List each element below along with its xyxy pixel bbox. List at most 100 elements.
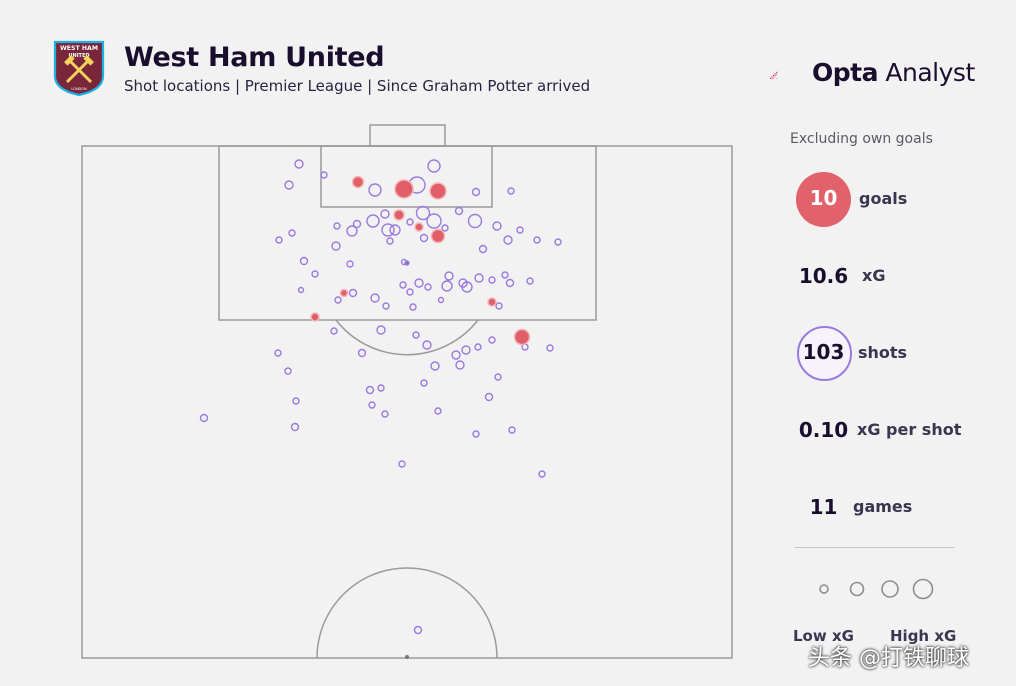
shot-point [370,293,380,303]
shot-point [467,213,483,229]
xg-per-shot-value: 0.10 [798,418,849,442]
shot-point [427,159,441,173]
shots-circle [797,326,852,381]
shot-point [546,344,554,352]
games-value: 11 [809,495,838,519]
shot-point [404,260,410,266]
shot-point [415,205,431,221]
shot-point [533,236,541,244]
shot-point [333,222,341,230]
shot-point [503,235,513,245]
shot-point [406,218,414,226]
xg-value: 10.6 [798,264,849,288]
shot-point [494,373,502,381]
shot-point [474,343,482,351]
goal-point [487,297,497,307]
shot-point [320,171,328,179]
shot-point [444,271,454,281]
legend-size-2 [849,581,865,597]
goal-point [513,328,531,346]
shot-point [461,281,473,293]
shot-point [406,288,414,296]
goal-point [310,312,320,322]
centre-spot [405,655,409,659]
goals-label: goals [859,189,908,208]
legend-high-label: High xG [890,627,957,645]
shot-point [288,229,296,237]
shot-point [495,302,503,310]
shot-point [348,288,358,298]
shot-point [331,241,341,251]
shot-point [382,302,390,310]
opta-brand-light: Analyst [877,58,975,87]
shot-point [424,283,432,291]
shot-point [366,214,380,228]
shot-point [414,278,424,288]
shot-point [501,271,509,279]
shot-point [290,422,300,432]
goals-value: 10 [809,186,838,210]
shot-point [538,470,546,478]
shot-point [458,278,468,288]
shot-point [399,281,407,289]
goal-point [393,209,405,221]
goal-frame [369,124,446,147]
legend-size-3 [881,580,899,598]
shot-point [368,183,382,197]
shot-point [292,397,300,405]
svg-text:WEST HAM: WEST HAM [60,45,98,52]
svg-text:UNITED: UNITED [68,53,89,59]
shot-point [297,286,305,294]
excluding-note: Excluding own goals [790,131,933,147]
shot-point [461,345,471,355]
shot-point [478,244,488,254]
centre-circle [316,567,498,659]
shot-point [389,224,401,236]
shot-point [484,392,494,402]
shot-point [426,213,442,229]
games-label: games [853,497,913,516]
shot-point [451,350,461,360]
goal-point [351,175,365,189]
goal-point [429,182,447,200]
opta-brand-bold: Opta [812,58,878,87]
shot-point [381,223,395,237]
shot-point [437,296,445,304]
shot-point [413,625,423,635]
shot-point [441,280,453,292]
shot-point [284,367,292,375]
goal-point [339,288,349,298]
shot-point [516,226,524,234]
goal-point [394,179,414,199]
penalty-arc [335,319,479,356]
goals-circle [796,172,851,227]
club-crest-icon: WEST HAM UNITED LONDON [53,40,105,96]
shot-point [357,348,367,358]
xg-label: xG [862,266,886,285]
shot-point [199,413,209,423]
page-subtitle: Shot locations | Premier League | Since … [124,77,591,95]
shot-point [365,385,375,395]
shot-point [274,349,282,357]
legend-size-4 [912,578,934,600]
shot-point [400,258,408,266]
shot-point [441,224,449,232]
shot-point [386,237,394,245]
shot-point [284,180,294,190]
xg-size-legend [819,578,934,600]
shot-point [420,379,428,387]
shots-value: 103 [802,340,845,364]
shot-point [488,276,496,284]
shot-point [422,340,432,350]
shot-point [377,384,385,392]
shot-point [507,187,515,195]
shot-point [455,360,465,370]
shot-point [381,410,389,418]
xg-per-shot-label: xG per shot [857,420,962,439]
shot-point [330,327,338,335]
stats-divider [794,547,954,548]
legend-size-1 [819,584,829,594]
shot-point [334,296,342,304]
shot-point [311,270,319,278]
